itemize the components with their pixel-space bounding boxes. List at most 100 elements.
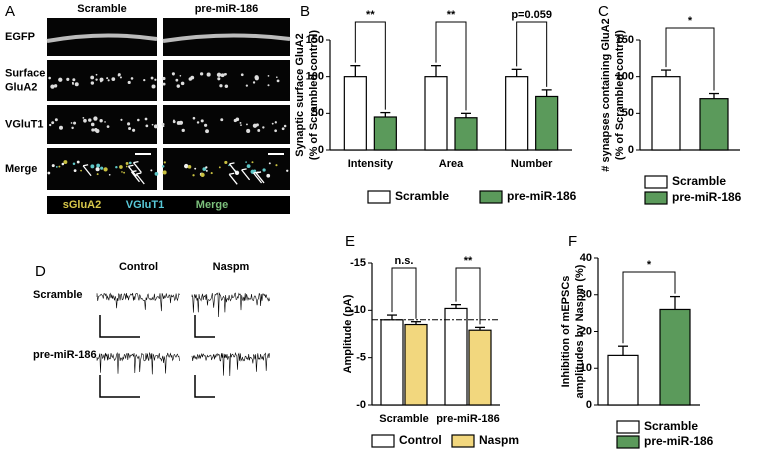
- puncta: [61, 162, 65, 166]
- trace: [191, 352, 270, 377]
- puncta: [119, 165, 123, 169]
- y-tick-label: 150: [306, 34, 324, 46]
- annotation: **: [464, 255, 473, 267]
- puncta: [107, 79, 110, 82]
- scale-bar: [194, 315, 215, 338]
- puncta: [47, 171, 51, 175]
- trace: [96, 292, 180, 312]
- puncta: [194, 167, 197, 170]
- puncta: [283, 124, 287, 128]
- puncta: [63, 160, 68, 165]
- puncta: [224, 84, 229, 88]
- row-label: GluA2: [5, 81, 37, 93]
- puncta: [95, 167, 100, 172]
- y-tick-label: 40: [580, 252, 592, 264]
- y-axis-label: (% of Scrambled control): [308, 30, 320, 161]
- puncta: [70, 122, 73, 124]
- trace: [191, 292, 270, 318]
- y-tick-label: -10: [350, 304, 366, 316]
- puncta: [83, 118, 87, 123]
- legend-swatch: [644, 175, 668, 189]
- x-tick-label: Area: [439, 158, 464, 170]
- significance-bracket: [622, 271, 676, 344]
- puncta: [184, 163, 189, 169]
- puncta: [55, 166, 58, 168]
- arrow: [82, 164, 92, 177]
- scale-bar: [194, 375, 215, 398]
- y-axis-label: amplitudes by Naspm (%): [574, 264, 586, 398]
- puncta: [123, 171, 126, 174]
- puncta: [246, 128, 251, 133]
- puncta: [210, 172, 213, 175]
- bar: [454, 117, 478, 151]
- puncta: [220, 73, 225, 78]
- puncta: [117, 74, 120, 77]
- annotation: *: [688, 15, 693, 27]
- legend-label: pre-miR-186: [644, 434, 714, 448]
- puncta: [90, 81, 95, 85]
- puncta: [54, 118, 58, 122]
- dendrite: [162, 33, 291, 43]
- y-axis-label: Inhibition of mEPSCs: [560, 276, 572, 388]
- bar: [607, 354, 639, 406]
- puncta: [154, 172, 159, 176]
- puncta: [151, 84, 156, 89]
- puncta: [196, 121, 200, 124]
- scale-bar: [99, 315, 140, 338]
- micrograph: [163, 60, 290, 101]
- channel-label: VGluT1: [126, 199, 165, 211]
- puncta: [286, 169, 289, 172]
- puncta: [51, 164, 55, 168]
- annotation: *: [647, 259, 652, 271]
- puncta: [95, 78, 98, 81]
- puncta: [257, 129, 261, 132]
- puncta: [99, 77, 104, 82]
- panel-label: F: [568, 233, 577, 250]
- puncta: [94, 128, 98, 132]
- puncta: [181, 128, 185, 133]
- puncta: [176, 84, 181, 88]
- puncta: [72, 78, 76, 82]
- bar: [444, 307, 468, 406]
- row-label: EGFP: [5, 31, 35, 43]
- significance-bracket: [354, 21, 386, 110]
- puncta: [104, 121, 106, 123]
- significance-bracket: [665, 27, 715, 91]
- panel-label: B: [300, 3, 310, 20]
- legend-swatch: [371, 434, 395, 448]
- puncta: [255, 123, 259, 127]
- puncta: [58, 165, 61, 168]
- column-header: Scramble: [77, 3, 127, 15]
- puncta: [178, 120, 184, 125]
- bar: [659, 308, 691, 406]
- panel-label: E: [345, 233, 355, 250]
- legend-label: Scramble: [672, 174, 726, 188]
- micrograph: [47, 105, 157, 144]
- puncta: [48, 123, 52, 127]
- puncta: [100, 166, 104, 170]
- puncta: [205, 129, 209, 134]
- puncta: [172, 120, 176, 124]
- significance-bracket: [391, 267, 417, 319]
- annotation: **: [366, 9, 375, 21]
- puncta: [111, 77, 116, 81]
- trace: [96, 351, 180, 375]
- puncta: [220, 118, 224, 122]
- row-label: pre-miR-186: [33, 349, 97, 361]
- puncta: [154, 125, 157, 128]
- puncta: [93, 116, 98, 121]
- puncta: [205, 166, 208, 169]
- legend-label: Naspm: [479, 433, 519, 447]
- puncta: [82, 117, 85, 119]
- puncta: [245, 161, 247, 163]
- arrow: [132, 160, 142, 173]
- arrow: [241, 168, 251, 181]
- puncta: [74, 82, 79, 87]
- puncta: [262, 168, 266, 172]
- puncta: [240, 124, 242, 126]
- puncta: [172, 73, 175, 76]
- puncta: [50, 84, 55, 89]
- puncta: [274, 121, 277, 124]
- puncta: [200, 172, 205, 178]
- puncta: [80, 169, 82, 172]
